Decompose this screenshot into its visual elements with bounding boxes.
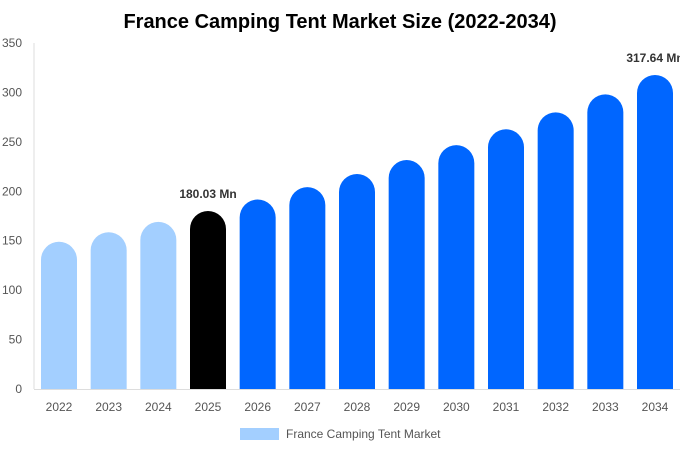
bar-2033[interactable] bbox=[587, 94, 624, 390]
bar-2032[interactable] bbox=[537, 112, 574, 390]
bar-2029[interactable] bbox=[388, 160, 425, 389]
legend-swatch bbox=[240, 428, 279, 440]
y-tick-label: 100 bbox=[2, 283, 22, 297]
x-tick-label: 2028 bbox=[344, 400, 371, 414]
x-tick-label: 2033 bbox=[592, 400, 619, 414]
x-tick-label: 2034 bbox=[642, 400, 669, 414]
x-tick-label: 2026 bbox=[244, 400, 271, 414]
y-tick-label: 300 bbox=[2, 85, 22, 99]
x-tick-label: 2022 bbox=[46, 400, 73, 414]
x-tick-label: 2023 bbox=[95, 400, 122, 414]
data-label: 180.03 Mn bbox=[179, 187, 236, 201]
x-tick-label: 2031 bbox=[493, 400, 520, 414]
x-tick-label: 2030 bbox=[443, 400, 470, 414]
data-label: 317.64 Mn bbox=[626, 51, 680, 65]
bar-2027[interactable] bbox=[289, 187, 326, 389]
y-tick-label: 50 bbox=[9, 333, 23, 347]
legend-label: France Camping Tent Market bbox=[286, 427, 441, 441]
x-tick-label: 2032 bbox=[542, 400, 569, 414]
bar-2023[interactable] bbox=[90, 232, 127, 389]
chart-title: France Camping Tent Market Size (2022-20… bbox=[123, 11, 556, 33]
bars bbox=[41, 74, 673, 390]
x-tick-label: 2029 bbox=[393, 400, 420, 414]
bar-2026[interactable] bbox=[239, 199, 276, 389]
bar-2025[interactable] bbox=[190, 211, 226, 389]
bar-2024[interactable] bbox=[140, 221, 177, 389]
bar-2030[interactable] bbox=[438, 145, 475, 389]
x-tick-label: 2027 bbox=[294, 400, 321, 414]
y-tick-label: 200 bbox=[2, 184, 22, 198]
bar-2031[interactable] bbox=[488, 129, 524, 389]
x-axis: 2022 2023 2024 2025 2026 2027 2028 2029 2030 2031… bbox=[34, 389, 680, 414]
legend[interactable]: France Camping Tent Market bbox=[240, 427, 441, 441]
x-tick-label: 2024 bbox=[145, 400, 172, 414]
bar-2022[interactable] bbox=[41, 241, 77, 389]
y-tick-label: 0 bbox=[15, 382, 22, 396]
y-tick-label: 150 bbox=[2, 234, 22, 248]
y-tick-label: 250 bbox=[2, 135, 22, 149]
x-tick-label: 2025 bbox=[195, 400, 222, 414]
y-tick-label: 350 bbox=[2, 36, 22, 50]
data-labels: 180.03 Mn 317.64 Mn bbox=[179, 51, 680, 201]
bar-2028[interactable] bbox=[339, 173, 375, 389]
y-axis: 0 50 100 150 200 250 300 350 bbox=[2, 36, 35, 396]
bar-2034[interactable] bbox=[637, 74, 673, 390]
